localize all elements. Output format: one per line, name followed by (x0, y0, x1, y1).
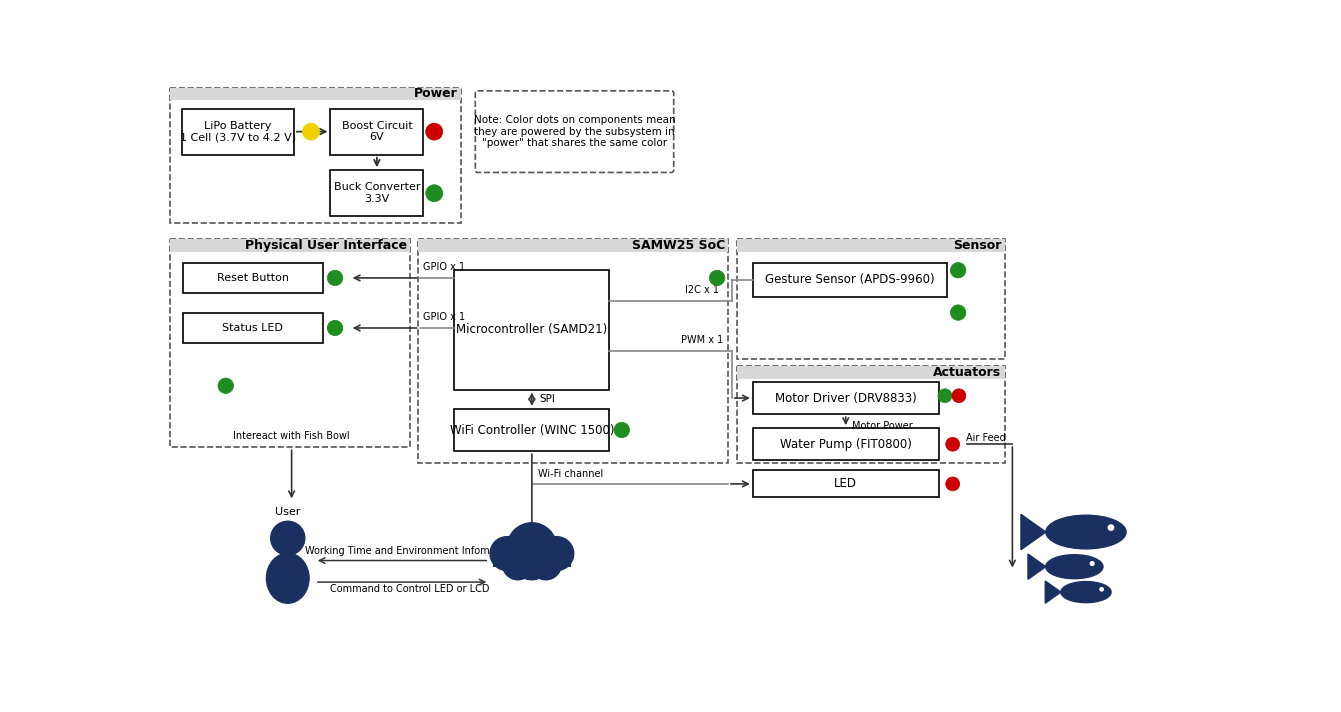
Text: Water Pump (FIT0800): Water Pump (FIT0800) (780, 438, 912, 451)
Circle shape (1100, 587, 1104, 591)
Bar (418, 239, 728, 252)
Text: Power: Power (414, 88, 457, 100)
Circle shape (937, 389, 952, 403)
Ellipse shape (1061, 582, 1112, 602)
Ellipse shape (1046, 555, 1102, 579)
Text: GPIO x 1: GPIO x 1 (424, 312, 465, 322)
Text: PWM x 1: PWM x 1 (681, 335, 724, 345)
Circle shape (503, 549, 534, 580)
Bar (752, 382, 939, 414)
Circle shape (951, 305, 966, 320)
Circle shape (514, 543, 550, 580)
Text: WiFi Controller (WINC 1500): WiFi Controller (WINC 1500) (449, 424, 614, 436)
Bar (752, 471, 939, 498)
Text: User: User (275, 507, 300, 517)
Text: Buck Converter
3.3V: Buck Converter 3.3V (334, 182, 420, 204)
Text: I2C x 1: I2C x 1 (685, 285, 719, 295)
Circle shape (219, 378, 233, 394)
Circle shape (303, 123, 319, 140)
Text: GPIO x 1: GPIO x 1 (424, 262, 465, 272)
Text: Boost Circuit
6V: Boost Circuit 6V (342, 121, 412, 142)
Text: Gesture Sensor (APDS-9960): Gesture Sensor (APDS-9960) (764, 273, 935, 286)
Bar (170, 88, 460, 222)
Circle shape (945, 477, 960, 491)
Text: Motor Driver (DRV8833): Motor Driver (DRV8833) (775, 392, 917, 404)
Bar (330, 108, 424, 155)
Circle shape (425, 123, 443, 140)
Circle shape (945, 437, 960, 451)
FancyBboxPatch shape (475, 91, 673, 172)
Bar (170, 239, 410, 447)
Bar (170, 88, 460, 100)
Text: Sensor: Sensor (953, 239, 1002, 252)
Bar (493, 543, 571, 567)
Text: Wi-Fi channel: Wi-Fi channel (538, 469, 603, 479)
Circle shape (425, 185, 443, 201)
Text: LiPo Battery
1 Cell (3.7V to 4.2 V): LiPo Battery 1 Cell (3.7V to 4.2 V) (180, 121, 296, 142)
Circle shape (489, 537, 524, 570)
Text: SAMW25 SoC: SAMW25 SoC (632, 239, 725, 252)
Ellipse shape (1046, 515, 1126, 549)
Bar (738, 367, 1004, 463)
Bar (738, 239, 1004, 252)
Bar (752, 263, 947, 297)
Bar (418, 239, 728, 463)
Circle shape (951, 263, 966, 278)
Text: Status LED: Status LED (223, 323, 283, 333)
Circle shape (327, 271, 343, 286)
Text: Motor Power: Motor Power (852, 421, 913, 431)
Bar (455, 409, 609, 451)
Circle shape (952, 389, 966, 403)
Bar (455, 271, 609, 389)
Text: Microcontroller (SAMD21): Microcontroller (SAMD21) (456, 323, 607, 336)
Bar (184, 313, 323, 343)
Bar (738, 367, 1004, 379)
Bar (184, 263, 323, 293)
Circle shape (1108, 525, 1113, 530)
Text: Command to Control LED or LCD: Command to Control LED or LCD (330, 584, 489, 594)
Bar (752, 428, 939, 461)
Polygon shape (1045, 581, 1061, 603)
Polygon shape (1021, 514, 1046, 550)
Text: Physical User Interface: Physical User Interface (245, 239, 408, 252)
Text: SPI: SPI (539, 394, 555, 404)
Polygon shape (1029, 554, 1046, 580)
Circle shape (1090, 562, 1094, 565)
Text: Actuators: Actuators (933, 366, 1002, 379)
Circle shape (539, 537, 574, 570)
Text: Intereact with Fish Bowl: Intereact with Fish Bowl (233, 431, 350, 441)
Circle shape (507, 523, 557, 572)
Text: Air Feed: Air Feed (966, 433, 1006, 443)
Bar (330, 170, 424, 216)
Circle shape (530, 549, 562, 580)
Text: LED: LED (834, 478, 857, 491)
Bar (181, 108, 294, 155)
Circle shape (614, 422, 629, 438)
Ellipse shape (267, 553, 308, 603)
Text: Working Time and Environment Infomation: Working Time and Environment Infomation (306, 546, 515, 556)
Circle shape (271, 521, 304, 555)
Bar (170, 239, 410, 252)
Text: Note: Color dots on components mean
they are powered by the subsystem in
"power": Note: Color dots on components mean they… (473, 115, 676, 148)
Circle shape (327, 320, 343, 335)
Text: Reset Button: Reset Button (217, 273, 288, 283)
Bar (738, 239, 1004, 359)
Circle shape (709, 271, 725, 286)
